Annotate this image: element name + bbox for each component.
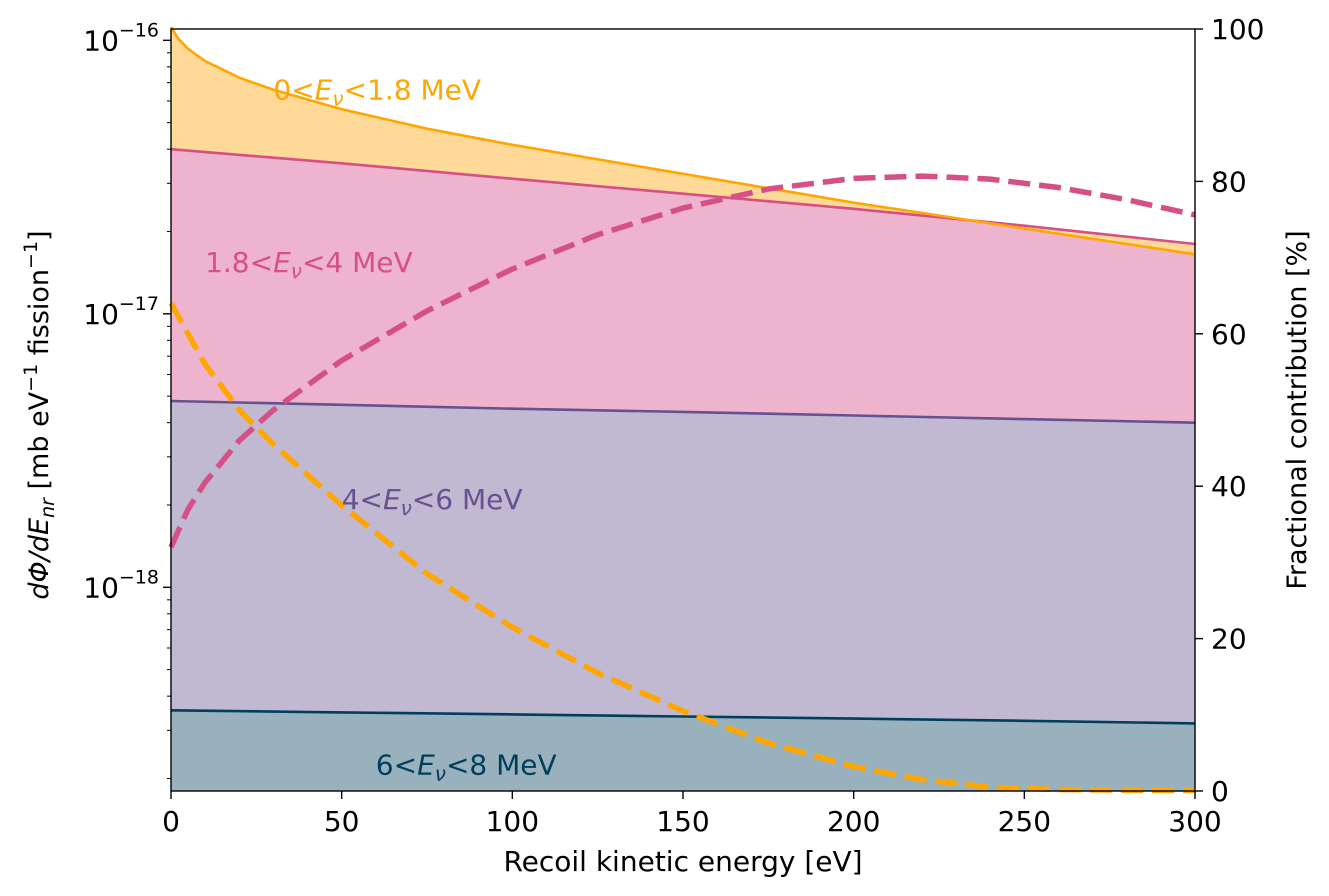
right-y-tick-label: 80 bbox=[1211, 165, 1247, 198]
x-tick-label: 300 bbox=[1168, 805, 1221, 838]
right-y-tick-label: 40 bbox=[1211, 470, 1247, 503]
left-y-tick-label: 10−16 bbox=[83, 19, 159, 57]
x-tick-label: 150 bbox=[656, 805, 709, 838]
left-y-axis-label-unit-sup: −1 bbox=[20, 364, 42, 392]
stacked-area-boundary-lines bbox=[169, 26, 1196, 725]
left-y-axis-label-unit: [mb eV bbox=[24, 391, 55, 498]
left-y-axis-label-unit2: fission bbox=[24, 269, 55, 364]
left-y-axis-label-unit2-sup: −1 bbox=[20, 241, 42, 269]
right-y-tick-label: 60 bbox=[1211, 318, 1247, 351]
fraction-line-1 bbox=[168, 301, 1195, 793]
series-label-1: 6<Eν<8 MeV bbox=[376, 749, 557, 786]
fraction-lines bbox=[168, 173, 1196, 793]
area-band-2 bbox=[171, 401, 1195, 724]
right-y-axis-ticks: 0 20 40 60 80 100 bbox=[1195, 13, 1264, 808]
left-y-tick-label: 10−17 bbox=[83, 293, 159, 331]
right-y-tick-label: 20 bbox=[1211, 623, 1247, 656]
x-tick-label: 100 bbox=[486, 805, 539, 838]
area-band-1 bbox=[171, 710, 1195, 791]
left-y-axis-label-subscript: nr bbox=[37, 497, 59, 518]
fraction-line-2 bbox=[168, 173, 1196, 549]
area-top-line-3 bbox=[170, 147, 1196, 246]
stacked-areas bbox=[171, 26, 1195, 791]
series-label-4: 0<Eν<1.8 MeV bbox=[273, 74, 481, 111]
series-label-2: 4<Eν<6 MeV bbox=[342, 483, 523, 520]
area-top-line-4 bbox=[169, 26, 1196, 256]
x-tick-label: 200 bbox=[827, 805, 880, 838]
left-y-axis-label: dΦ/dEnr [mb eV−1 fission−1] bbox=[20, 230, 59, 599]
x-tick-label: 50 bbox=[324, 805, 360, 838]
x-axis-ticks: 0 50 100 150 200 250 300 bbox=[162, 791, 1222, 838]
x-axis-label: Recoil kinetic energy [eV] bbox=[503, 845, 862, 878]
right-y-tick-label: 0 bbox=[1211, 775, 1229, 808]
right-y-axis-label: Fractional contribution [%] bbox=[1282, 230, 1313, 589]
area-top-line-1 bbox=[170, 709, 1196, 725]
area-top-line-2 bbox=[170, 399, 1196, 424]
left-y-axis-label-close: ] bbox=[24, 230, 55, 241]
x-tick-label: 0 bbox=[162, 805, 180, 838]
area-band-4 bbox=[171, 26, 1195, 255]
left-y-axis-ticks: 10−16 10−17 10−18 bbox=[83, 19, 171, 779]
series-labels: 6<Eν<8 MeV 4<Eν<6 MeV 1.8<Eν<4 MeV 0<Eν<1.8… bbox=[205, 74, 557, 786]
right-y-tick-label: 100 bbox=[1211, 13, 1264, 46]
left-y-axis-label-prefix: dΦ/dE bbox=[24, 518, 55, 600]
left-y-tick-label: 10−18 bbox=[83, 566, 159, 604]
x-tick-label: 250 bbox=[998, 805, 1051, 838]
series-label-3: 1.8<Eν<4 MeV bbox=[205, 246, 413, 283]
